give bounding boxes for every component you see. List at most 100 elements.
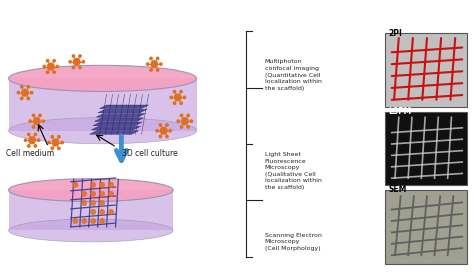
Circle shape	[34, 118, 40, 125]
Circle shape	[91, 192, 95, 196]
Circle shape	[183, 96, 186, 99]
Circle shape	[42, 120, 45, 122]
Text: Cell medium: Cell medium	[6, 149, 54, 158]
Ellipse shape	[9, 179, 173, 202]
Circle shape	[173, 90, 176, 93]
Ellipse shape	[9, 65, 197, 91]
Circle shape	[22, 89, 28, 96]
Circle shape	[166, 135, 168, 138]
Circle shape	[174, 94, 181, 101]
Circle shape	[69, 61, 71, 63]
Circle shape	[150, 69, 152, 71]
Circle shape	[173, 102, 176, 104]
Circle shape	[160, 127, 167, 134]
Circle shape	[27, 133, 30, 136]
Polygon shape	[90, 131, 139, 134]
Text: 3D cell culture: 3D cell culture	[122, 149, 177, 158]
Circle shape	[150, 57, 152, 59]
FancyBboxPatch shape	[385, 33, 467, 107]
Circle shape	[37, 139, 40, 142]
FancyBboxPatch shape	[385, 190, 467, 264]
Circle shape	[91, 183, 95, 187]
Circle shape	[73, 58, 80, 65]
Circle shape	[100, 192, 104, 196]
Circle shape	[27, 145, 30, 147]
Circle shape	[82, 219, 86, 223]
Circle shape	[32, 114, 35, 116]
Circle shape	[58, 147, 60, 150]
Circle shape	[27, 97, 29, 100]
Polygon shape	[9, 78, 197, 131]
Text: Multiphoton
confocal imaging
(Quantitative Cell
localization within
the scaffold: Multiphoton confocal imaging (Quantitati…	[265, 59, 322, 91]
Circle shape	[53, 59, 55, 62]
Circle shape	[156, 130, 158, 132]
Circle shape	[51, 147, 54, 150]
Circle shape	[17, 91, 19, 94]
Polygon shape	[93, 122, 142, 126]
Circle shape	[34, 133, 36, 136]
Polygon shape	[96, 114, 145, 117]
Circle shape	[109, 210, 113, 214]
Circle shape	[39, 114, 41, 116]
Circle shape	[91, 210, 95, 214]
Text: Scanning Electron
Microscopy
(Cell Morphology): Scanning Electron Microscopy (Cell Morph…	[265, 233, 322, 251]
Circle shape	[159, 135, 162, 138]
Circle shape	[100, 219, 104, 223]
Circle shape	[51, 136, 54, 138]
Circle shape	[29, 120, 31, 122]
Circle shape	[180, 102, 182, 104]
Circle shape	[100, 210, 104, 214]
Circle shape	[27, 86, 29, 88]
Polygon shape	[9, 190, 173, 230]
Circle shape	[20, 86, 23, 88]
Circle shape	[82, 61, 84, 63]
Ellipse shape	[9, 219, 173, 242]
Circle shape	[46, 59, 49, 62]
Circle shape	[109, 183, 113, 187]
Circle shape	[91, 219, 95, 223]
FancyBboxPatch shape	[385, 112, 467, 185]
Circle shape	[79, 66, 81, 69]
Circle shape	[190, 120, 192, 122]
Circle shape	[182, 118, 188, 125]
Circle shape	[91, 201, 95, 205]
Text: 2PI: 2PI	[388, 29, 402, 38]
Circle shape	[151, 61, 157, 68]
Circle shape	[61, 142, 64, 144]
Ellipse shape	[9, 118, 197, 144]
Text: Light Sheet
Fluorescence
Microscopy
(Qualitative Cell
localization within
the sc: Light Sheet Fluorescence Microscopy (Qua…	[265, 152, 322, 190]
Circle shape	[29, 137, 36, 143]
Circle shape	[100, 183, 104, 187]
Circle shape	[109, 192, 113, 196]
Circle shape	[169, 130, 172, 132]
Circle shape	[166, 124, 168, 126]
Polygon shape	[100, 105, 148, 109]
Circle shape	[156, 57, 159, 59]
Circle shape	[146, 63, 149, 65]
Polygon shape	[91, 126, 140, 130]
Circle shape	[180, 90, 182, 93]
Circle shape	[52, 139, 59, 146]
Circle shape	[100, 201, 104, 205]
Circle shape	[177, 120, 180, 122]
Circle shape	[79, 55, 81, 57]
Polygon shape	[95, 118, 144, 121]
Circle shape	[187, 126, 189, 128]
Circle shape	[187, 114, 189, 116]
Circle shape	[20, 97, 23, 100]
Circle shape	[82, 192, 86, 196]
Circle shape	[73, 183, 78, 187]
Circle shape	[72, 55, 74, 57]
Circle shape	[46, 71, 49, 73]
Circle shape	[47, 63, 54, 70]
Circle shape	[72, 66, 74, 69]
Circle shape	[53, 71, 55, 73]
Circle shape	[56, 65, 59, 68]
Circle shape	[170, 96, 173, 99]
Circle shape	[58, 136, 60, 138]
Circle shape	[181, 114, 183, 116]
Circle shape	[43, 65, 46, 68]
Circle shape	[73, 219, 78, 223]
Circle shape	[159, 124, 162, 126]
Circle shape	[82, 201, 86, 205]
